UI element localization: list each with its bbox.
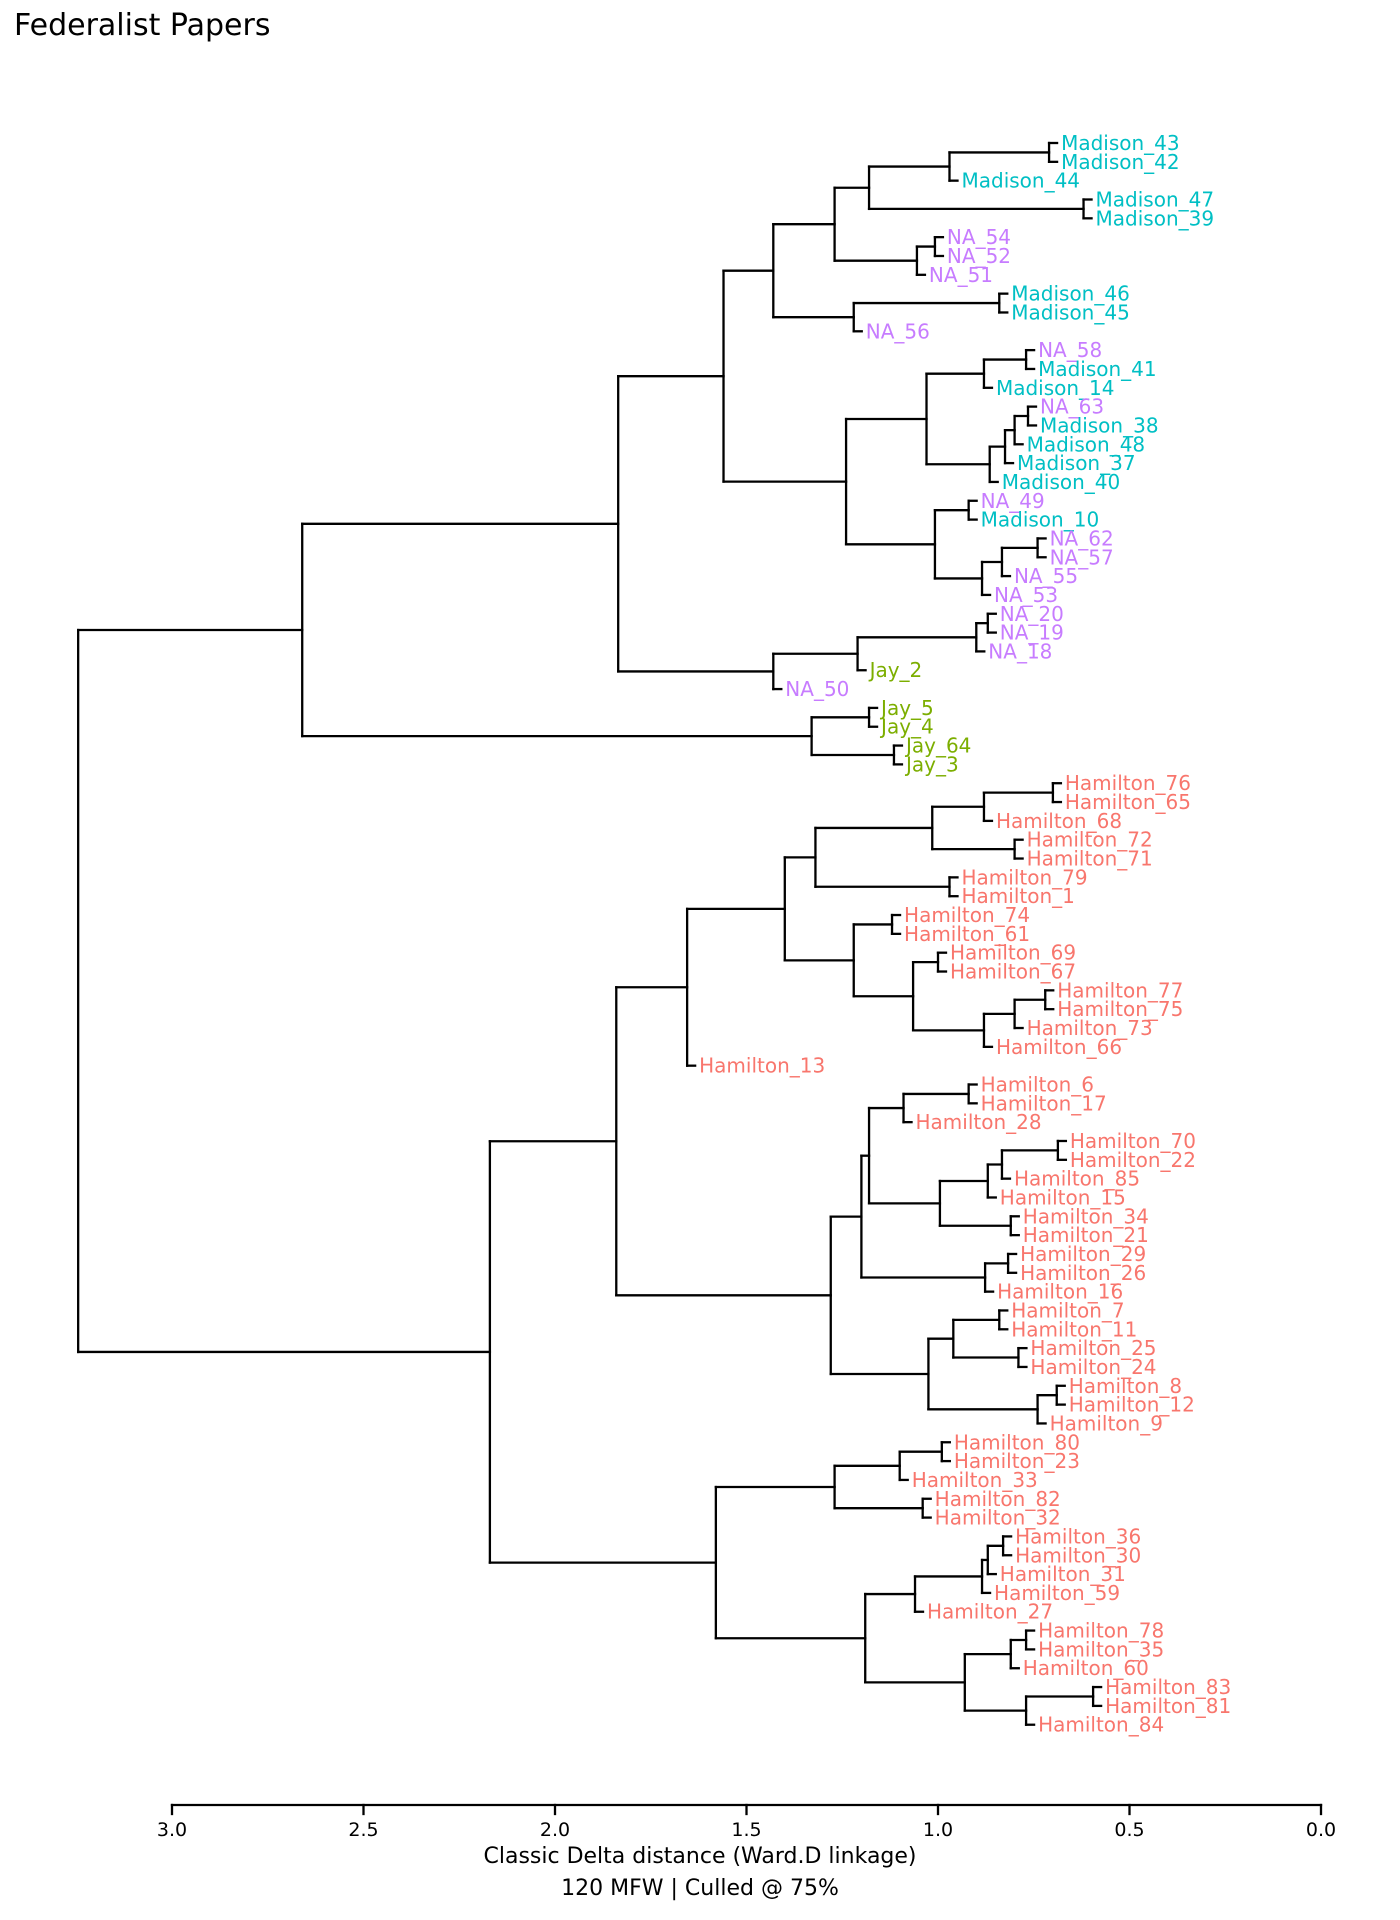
leaf-label: Madison_48 — [1027, 432, 1146, 456]
leaf-label: NA_49 — [981, 489, 1045, 513]
leaf-label: Hamilton_68 — [996, 809, 1122, 833]
leaf-label: Hamilton_6 — [981, 1073, 1094, 1097]
leaf-label: Madison_45 — [1011, 300, 1130, 324]
leaf-label: Madison_10 — [981, 508, 1100, 532]
leaf-label: NA_54 — [947, 225, 1011, 249]
leaf-label: Madison_42 — [1061, 150, 1180, 174]
leaf-label: NA_52 — [947, 244, 1011, 268]
leaf-label: NA_63 — [1040, 395, 1104, 419]
leaf-label: Madison_37 — [1017, 451, 1136, 475]
leaf-label: NA_62 — [1050, 526, 1114, 550]
leaf-label: Hamilton_81 — [1105, 1694, 1231, 1718]
leaf-label: Jay_64 — [904, 734, 971, 758]
leaf-label: Hamilton_8 — [1069, 1374, 1182, 1398]
x-axis-label: Classic Delta distance (Ward.D linkage) — [483, 1844, 917, 1869]
leaf-label: Hamilton_15 — [1000, 1185, 1126, 1209]
leaf-label: Hamilton_80 — [954, 1430, 1080, 1454]
leaf-label: NA_53 — [994, 583, 1058, 607]
leaf-label: Hamilton_61 — [904, 922, 1030, 946]
leaf-label: Hamilton_21 — [1023, 1223, 1149, 1247]
leaf-label: Hamilton_60 — [1023, 1656, 1149, 1680]
leaf-label: Hamilton_32 — [935, 1506, 1061, 1530]
leaf-label: Hamilton_59 — [994, 1581, 1120, 1605]
leaf-label: Hamilton_29 — [1020, 1242, 1146, 1266]
leaf-label: Hamilton_17 — [981, 1091, 1107, 1115]
leaf-label: Hamilton_65 — [1065, 790, 1191, 814]
leaf-label: Hamilton_76 — [1065, 771, 1191, 795]
leaf-label: Jay_2 — [868, 658, 923, 682]
leaf-label: Hamilton_23 — [954, 1449, 1080, 1473]
leaf-label: Hamilton_16 — [997, 1280, 1123, 1304]
leaf-label: Hamilton_13 — [699, 1054, 825, 1078]
leaf-label: NA_50 — [785, 677, 849, 701]
axis-tick-label: 0.0 — [1306, 1819, 1336, 1841]
leaf-label: NA_55 — [1014, 564, 1078, 588]
leaf-label: NA_57 — [1050, 545, 1114, 569]
leaf-label: Hamilton_33 — [912, 1468, 1038, 1492]
leaf-label: Hamilton_35 — [1038, 1637, 1164, 1661]
leaf-label: Hamilton_82 — [935, 1487, 1061, 1511]
leaf-label: Hamilton_69 — [950, 941, 1076, 965]
leaf-label: Hamilton_75 — [1057, 997, 1183, 1021]
leaf-label: Madison_43 — [1061, 131, 1180, 155]
leaf-label: Jay_4 — [879, 715, 934, 739]
leaf-label: Madison_47 — [1096, 187, 1215, 211]
leaf-label: Hamilton_9 — [1050, 1411, 1163, 1435]
leaf-label: Hamilton_84 — [1038, 1713, 1164, 1737]
leaf-label: Hamilton_78 — [1038, 1619, 1164, 1643]
leaf-label: Madison_14 — [996, 376, 1115, 400]
leaf-label: NA_58 — [1038, 338, 1102, 362]
leaf-label: Madison_40 — [1002, 470, 1121, 494]
leaf-label: Hamilton_67 — [950, 960, 1076, 984]
leaf-label: Hamilton_34 — [1023, 1204, 1149, 1228]
leaf-label: Madison_46 — [1011, 282, 1130, 306]
x-axis-subtitle: 120 MFW | Culled @ 75% — [561, 1876, 839, 1901]
axis-tick-label: 1.0 — [923, 1819, 953, 1841]
leaf-label: Jay_3 — [904, 752, 959, 776]
leaf-label: NA_19 — [1000, 621, 1064, 645]
leaf-label: Hamilton_85 — [1014, 1167, 1140, 1191]
leaf-label: Hamilton_26 — [1020, 1261, 1146, 1285]
leaf-label: NA_20 — [1000, 602, 1064, 626]
leaf-label: Hamilton_22 — [1070, 1148, 1196, 1172]
axis-tick-label: 2.0 — [540, 1819, 570, 1841]
leaf-label: NA_51 — [929, 263, 993, 287]
leaf-label: Hamilton_11 — [1011, 1317, 1137, 1341]
leaf-label: Madison_44 — [961, 169, 1080, 193]
axis-tick-label: 2.5 — [348, 1819, 378, 1841]
leaf-label: Hamilton_71 — [1027, 847, 1153, 871]
leaf-label: Hamilton_79 — [961, 865, 1087, 889]
leaf-label: Hamilton_66 — [996, 1035, 1122, 1059]
leaf-label: Hamilton_30 — [1015, 1543, 1141, 1567]
axis-tick-label: 3.0 — [157, 1819, 187, 1841]
leaf-label: Hamilton_1 — [961, 884, 1074, 908]
leaf-label: NA_56 — [866, 319, 930, 343]
axis-tick-label: 1.5 — [731, 1819, 761, 1841]
leaf-label: Hamilton_36 — [1015, 1524, 1141, 1548]
leaf-label: NA_18 — [988, 639, 1052, 663]
leaf-label: Hamilton_28 — [916, 1110, 1042, 1134]
leaf-label: Hamilton_72 — [1027, 828, 1153, 852]
leaf-label: Madison_38 — [1040, 413, 1159, 437]
leaf-label: Hamilton_31 — [1000, 1562, 1126, 1586]
leaf-label: Jay_5 — [879, 696, 934, 720]
leaf-label: Hamilton_74 — [904, 903, 1030, 927]
leaf-label: Hamilton_7 — [1011, 1298, 1124, 1322]
page-title: Federalist Papers — [14, 8, 271, 43]
leaf-label: Hamilton_83 — [1105, 1675, 1231, 1699]
axis-tick-label: 0.5 — [1114, 1819, 1144, 1841]
leaf-label: Hamilton_25 — [1030, 1336, 1156, 1360]
leaf-label: Madison_41 — [1038, 357, 1157, 381]
leaf-label: Hamilton_70 — [1070, 1129, 1196, 1153]
leaf-label: Hamilton_24 — [1030, 1355, 1156, 1379]
leaf-label: Hamilton_27 — [927, 1600, 1053, 1624]
leaf-label: Madison_39 — [1096, 206, 1215, 230]
leaf-label: Hamilton_77 — [1057, 978, 1183, 1002]
leaf-label: Hamilton_73 — [1027, 1016, 1153, 1040]
leaf-label: Hamilton_12 — [1069, 1393, 1195, 1417]
